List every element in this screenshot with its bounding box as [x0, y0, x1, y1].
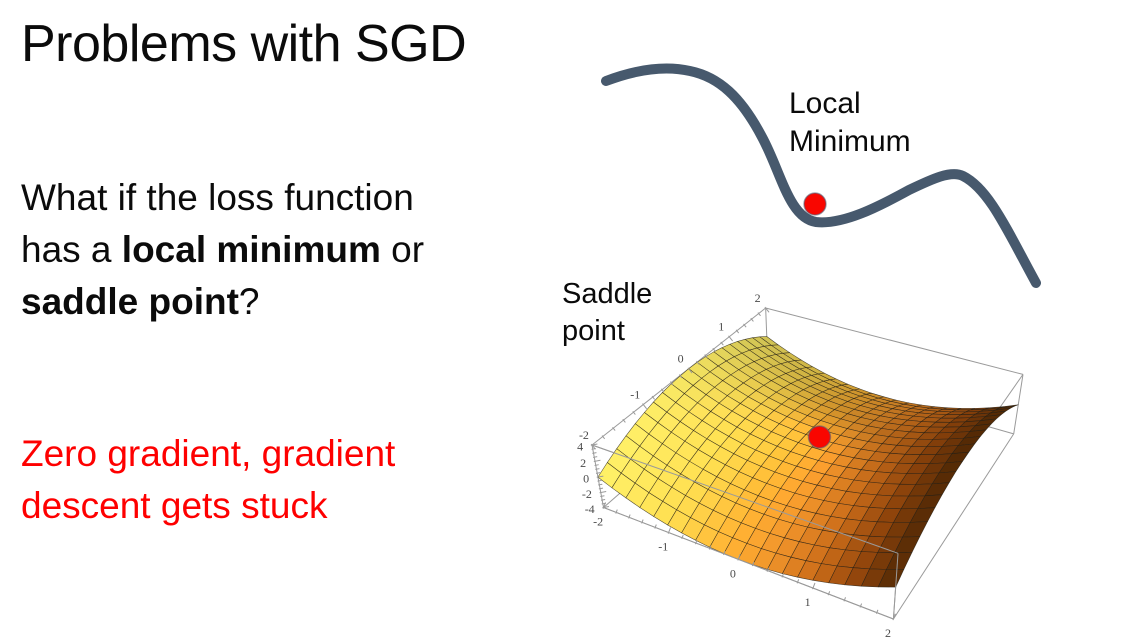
saddle-surface — [597, 336, 1019, 588]
saddle-z-axis-label: -4 — [585, 502, 595, 516]
local-minimum-dot — [803, 192, 827, 216]
saddle-point-label: Saddle point — [562, 278, 653, 347]
saddle-x-axis-label: 0 — [730, 566, 736, 580]
saddle-y-axis-label: 1 — [718, 320, 724, 334]
saddle-x-axis-label: -1 — [658, 540, 668, 554]
saddle-x-axis-label: 1 — [805, 595, 811, 609]
saddle-y-axis-label: 2 — [755, 291, 761, 305]
question-line1: What if the loss function — [21, 177, 414, 218]
local-minimum-label: Local Minimum — [789, 87, 911, 158]
page-title: Problems with SGD — [21, 15, 467, 73]
warning-text: Zero gradient, gradient descent gets stu… — [21, 428, 395, 532]
saddle-y-axis-label: -1 — [630, 387, 640, 401]
bold-saddle-point: saddle point — [21, 281, 239, 322]
saddle-z-axis-label: 0 — [583, 472, 589, 486]
saddle-y-axis: 2 1 0 -1 -2 — [579, 291, 770, 450]
loss-curve — [601, 63, 1041, 288]
saddle-z-axis-label: 4 — [577, 440, 583, 454]
saddle-z-axis: 4 2 0-2-4 — [577, 440, 610, 516]
saddle-point-dot — [807, 425, 832, 449]
saddle-y-axis-label: 0 — [678, 351, 684, 365]
saddle-x-axis-label: -2 — [593, 515, 603, 529]
saddle-y-axis-label: -2 — [579, 428, 589, 442]
warning-line2: descent gets stuck — [21, 485, 328, 526]
saddle-x-axis-label: 2 — [885, 626, 891, 640]
bold-local-minimum: local minimum — [121, 229, 381, 270]
question-line3: saddle point? — [21, 281, 260, 322]
saddle-box-front — [591, 444, 899, 620]
warning-line1: Zero gradient, gradient — [21, 433, 396, 474]
question-line2: has a local minimum or — [21, 229, 425, 270]
saddle-x-axis: -2 -1 0 1 2 — [593, 502, 896, 640]
saddle-z-axis-label: 2 — [580, 456, 586, 470]
question-text: What if the loss function has a local mi… — [21, 172, 424, 328]
saddle-z-axis-label: -2 — [582, 487, 592, 501]
